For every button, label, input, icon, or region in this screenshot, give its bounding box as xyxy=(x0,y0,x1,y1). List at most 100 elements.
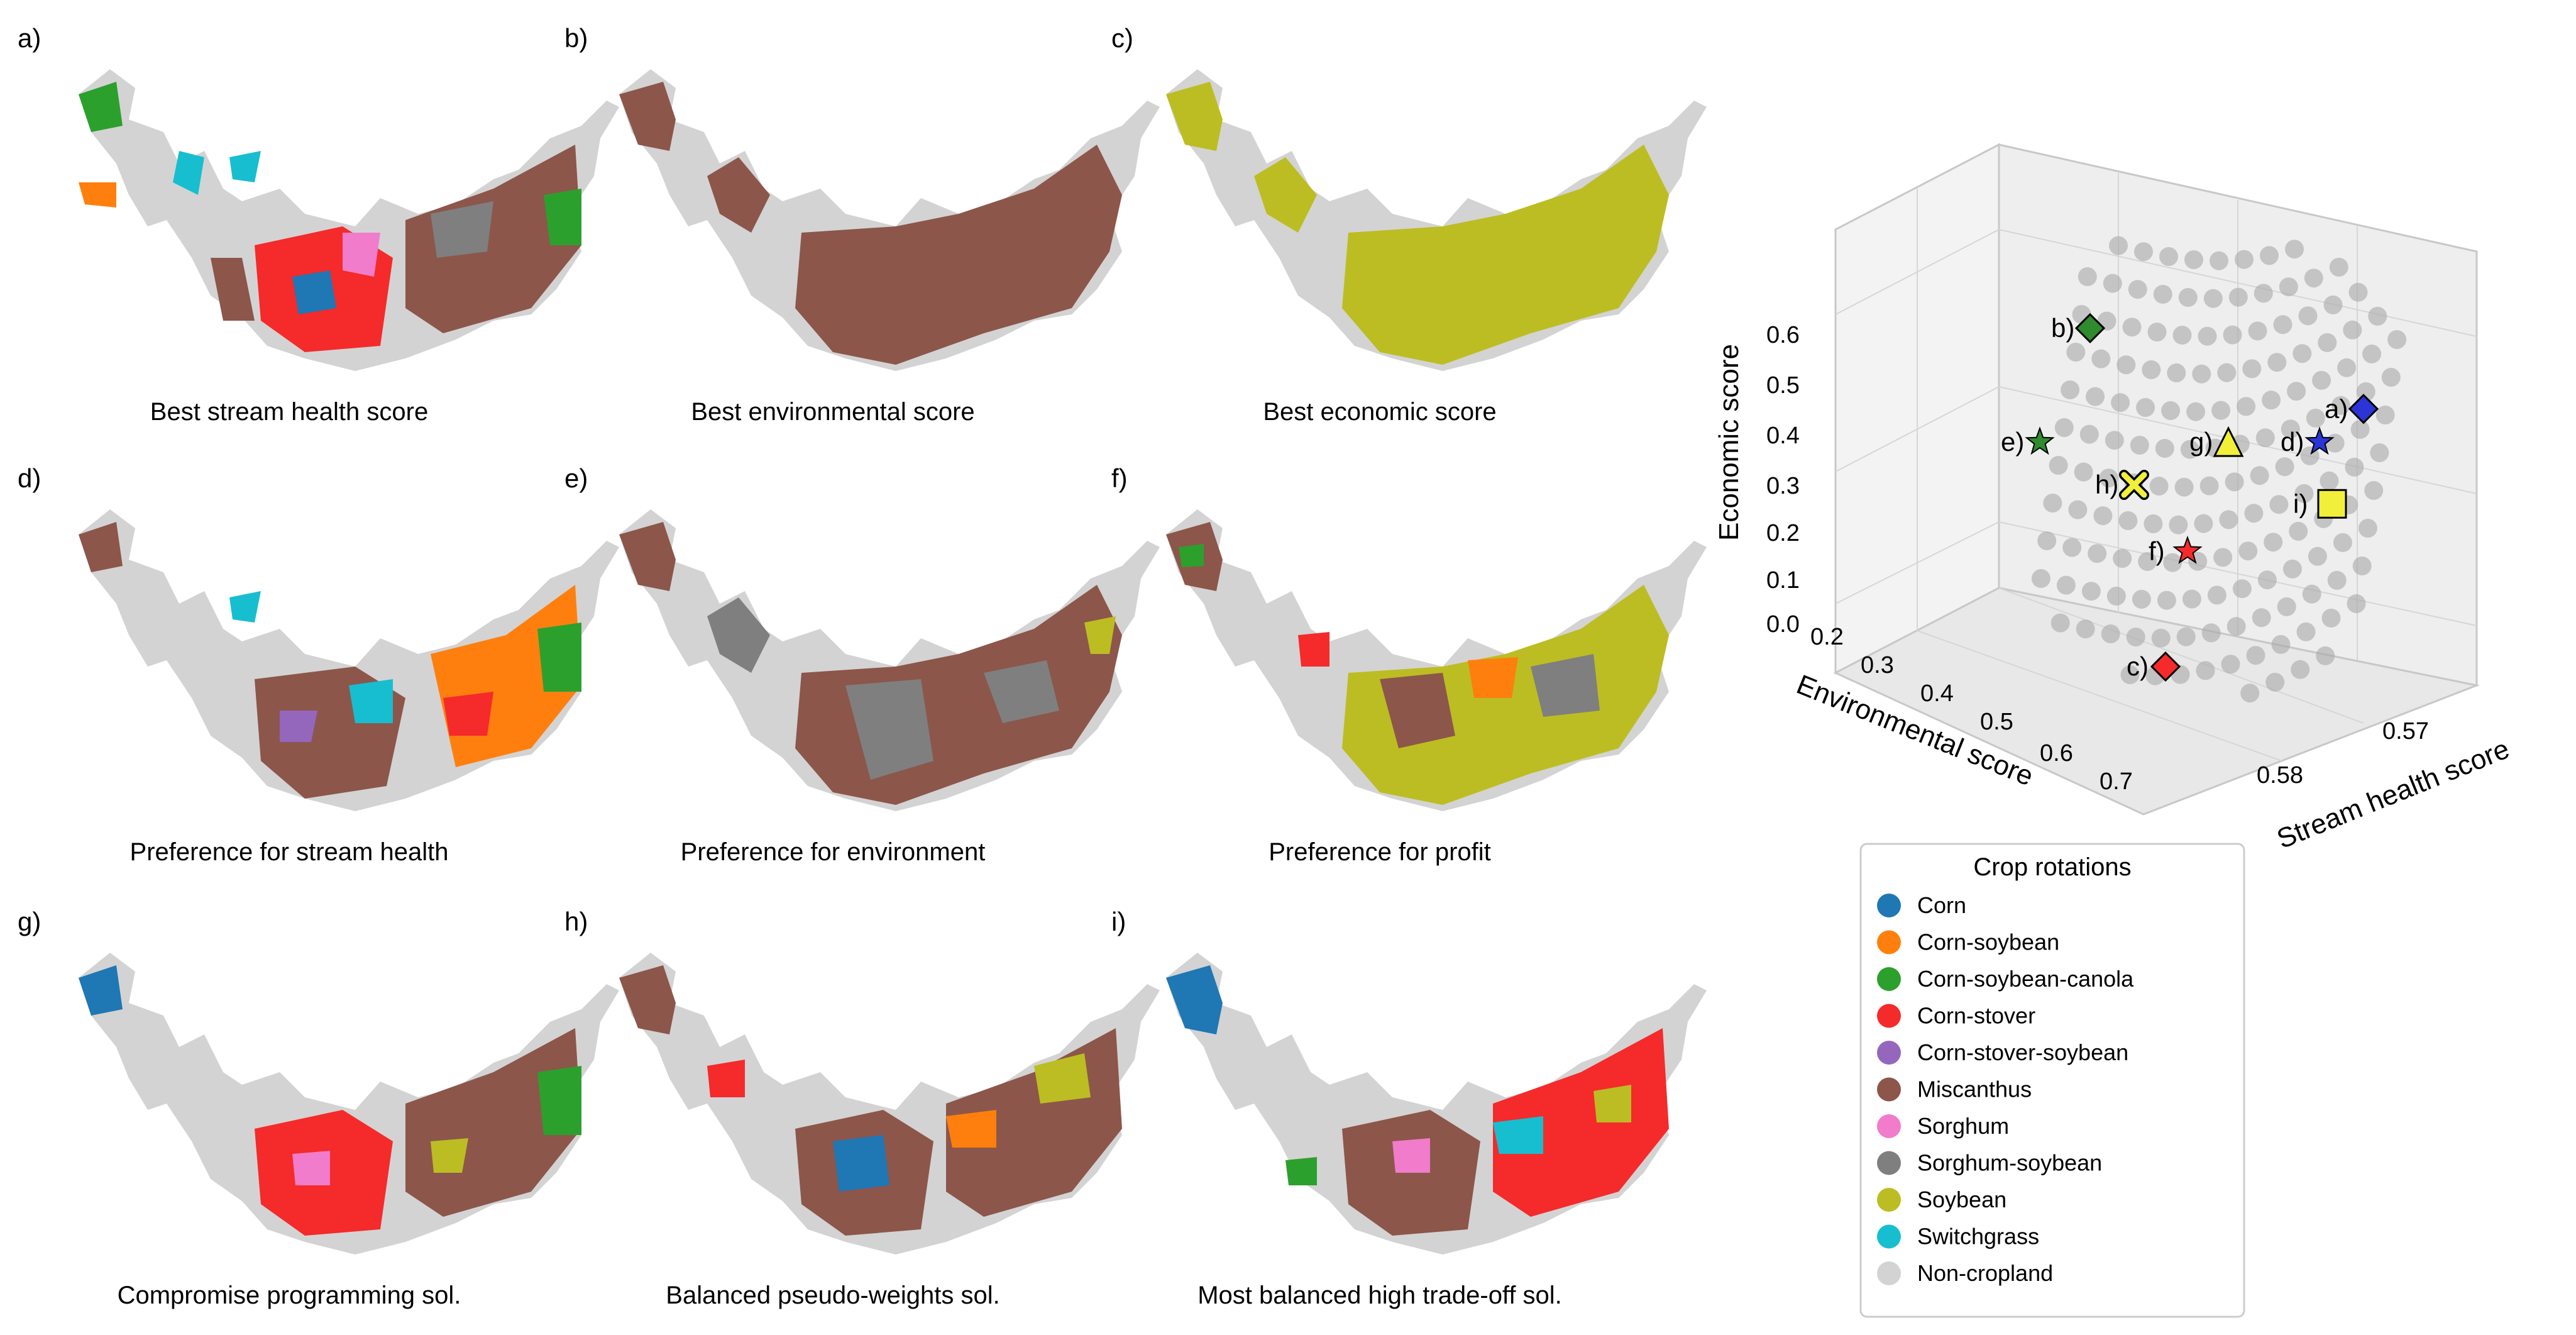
y-axis-title: Stream health score xyxy=(2272,733,2513,855)
cloud-point xyxy=(2074,462,2093,482)
cloud-point xyxy=(2264,533,2283,552)
cloud-point xyxy=(2312,370,2331,390)
cloud-point xyxy=(2061,380,2080,399)
map-b xyxy=(619,69,1160,371)
map-d-region-switch xyxy=(349,679,393,723)
cloud-point xyxy=(2210,251,2228,270)
cloud-point xyxy=(2255,428,2275,448)
map-a-region-sw xyxy=(173,151,204,195)
panel-c: c) Best economic score xyxy=(1111,23,1707,426)
cloud-point xyxy=(2128,280,2147,299)
cloud-point xyxy=(2381,368,2401,387)
cloud-point xyxy=(2116,355,2136,375)
legend-box xyxy=(1859,843,2245,1318)
marker-b: b) xyxy=(2051,313,2106,344)
cloud-point xyxy=(2056,575,2076,595)
cloud-point xyxy=(2282,559,2302,579)
cloud-point xyxy=(2155,439,2174,458)
z-tick-5: 0.5 xyxy=(1766,372,1800,399)
cloud-point xyxy=(2213,548,2233,567)
panel-caption-a: Best stream health score xyxy=(150,398,428,426)
panel-letter-i: i) xyxy=(1111,907,1126,936)
cloud-point xyxy=(2050,613,2070,633)
legend-swatch-9 xyxy=(1877,1224,1901,1249)
map-e-region-soy xyxy=(1084,616,1116,654)
map-i-region-east xyxy=(1493,1028,1669,1217)
map-a-region-miscanthus-w xyxy=(211,258,255,321)
map-h-region-orange xyxy=(946,1110,996,1148)
map-d-region-red xyxy=(443,692,493,736)
legend-label-0: Corn xyxy=(1917,892,1966,918)
cloud-point xyxy=(2287,382,2306,401)
cloud-point xyxy=(2031,569,2050,588)
cloud-point xyxy=(2304,269,2323,288)
cloud-point xyxy=(2289,521,2308,541)
z-tick-4: 0.4 xyxy=(1766,423,1800,449)
cloud-point xyxy=(2088,544,2107,563)
marker-label-h: h) xyxy=(2095,470,2118,499)
map-a-region-corn xyxy=(292,270,336,314)
cloud-point xyxy=(2091,349,2111,368)
cloud-point xyxy=(2157,590,2176,610)
cloud-point xyxy=(2352,557,2372,575)
panel-caption-f: Preference for profit xyxy=(1269,838,1491,866)
cloud-point xyxy=(2250,466,2269,485)
cloud-point xyxy=(2167,363,2186,382)
map-h-region-red xyxy=(707,1060,745,1097)
cloud-point xyxy=(2136,398,2155,417)
highlighted-solutions: a) b) c) d) e) f) g) h) i) xyxy=(2001,313,2379,682)
cloud-point xyxy=(2122,318,2142,337)
panel-f: f) Preference for profit xyxy=(1111,463,1707,866)
cloud-point xyxy=(2163,553,2182,572)
cloud-point xyxy=(2093,506,2113,526)
z-tick-1: 0.1 xyxy=(1766,567,1800,594)
cloud-point xyxy=(2291,660,2310,679)
cloud-point xyxy=(2144,514,2163,533)
cloud-point xyxy=(2196,661,2215,680)
legend-label-1: Corn-soybean xyxy=(1917,929,2059,955)
cloud-point xyxy=(2337,358,2357,377)
legend-swatch-4 xyxy=(1877,1041,1901,1065)
cloud-point xyxy=(2159,247,2178,266)
legend-swatch-7 xyxy=(1877,1151,1901,1175)
legend-label-9: Switchgrass xyxy=(1917,1224,2039,1249)
x-tick-5: 0.7 xyxy=(2100,768,2133,795)
cloud-point xyxy=(2198,326,2217,346)
cloud-point xyxy=(2103,274,2122,293)
panel-caption-d: Preference for stream health xyxy=(130,838,449,866)
legend-label-2: Corn-soybean-canola xyxy=(1917,966,2134,992)
map-c-region-west xyxy=(1166,82,1223,151)
cloud-point xyxy=(2285,240,2304,259)
cloud-point xyxy=(2318,333,2337,352)
cloud-point xyxy=(2201,623,2221,643)
cloud-point xyxy=(2174,477,2194,497)
map-b-region-west xyxy=(619,82,676,151)
cloud-point xyxy=(2101,624,2120,643)
map-a-region-grey xyxy=(431,201,493,258)
cloud-point xyxy=(2333,533,2352,552)
map-h-region-west xyxy=(619,965,676,1034)
cloud-point xyxy=(2329,257,2348,277)
marker-label-a: a) xyxy=(2325,394,2348,423)
cloud-point xyxy=(2302,584,2321,604)
cloud-point xyxy=(2076,619,2095,639)
map-h-region-corn xyxy=(833,1135,889,1192)
cloud-point xyxy=(2126,628,2145,646)
panel-letter-c: c) xyxy=(1111,23,1133,53)
cloud-point xyxy=(2267,353,2287,372)
cloud-point xyxy=(2132,590,2151,609)
map-g-region-corn xyxy=(79,965,123,1016)
cloud-point xyxy=(2153,285,2172,304)
panel-h: h) Balanced pseudo-weights sol. xyxy=(564,907,1160,1309)
legend-title: Crop rotations xyxy=(1973,853,2131,881)
cloud-point xyxy=(2345,457,2364,477)
cloud-point xyxy=(2182,589,2201,609)
legend-swatch-5 xyxy=(1877,1077,1901,1102)
map-f xyxy=(1166,509,1707,811)
cloud-point xyxy=(2321,608,2341,628)
panel-i: i) Most balanced high trade-off sol. xyxy=(1111,907,1707,1309)
cloud-point xyxy=(2331,396,2350,415)
x-tick-1: 0.3 xyxy=(1861,652,1894,679)
cloud-point xyxy=(2273,315,2293,335)
legend-label-8: Soybean xyxy=(1917,1187,2006,1212)
